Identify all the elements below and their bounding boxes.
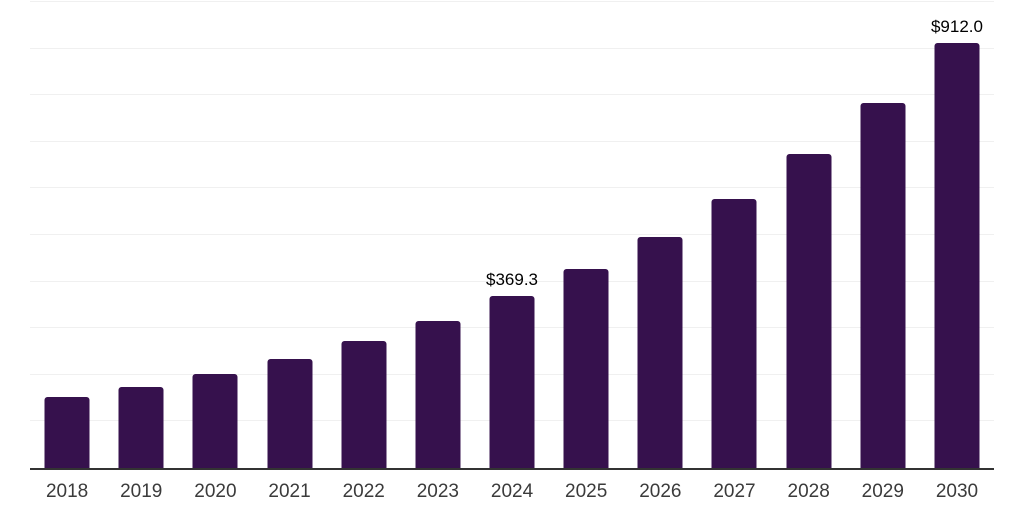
plot-area: $369.3 $912.0 <box>30 0 994 470</box>
bar-2023[interactable] <box>415 320 461 468</box>
x-axis-line <box>30 468 994 470</box>
gridline-600 <box>30 187 994 189</box>
bar-2030[interactable] <box>934 42 980 468</box>
x-tick-label-2022: 2022 <box>342 481 385 502</box>
bar-2018[interactable] <box>44 397 90 468</box>
gridline-400 <box>30 280 994 282</box>
bar-group-2018 <box>30 0 104 468</box>
bar-group-2024: $369.3 <box>475 0 549 468</box>
bar-group-2020 <box>178 0 252 468</box>
bar-2021[interactable] <box>267 359 313 468</box>
x-tick-label-2024: 2024 <box>490 481 534 502</box>
bar-2026[interactable] <box>637 236 683 468</box>
data-label-2024: $369.3 <box>486 269 539 289</box>
bar-2025[interactable] <box>563 268 609 468</box>
x-tick-label-2029: 2029 <box>861 481 904 502</box>
bar-2028[interactable] <box>786 153 832 468</box>
x-axis-tick-labels: 2018 2019 2020 2021 2022 2023 2024 2025 2026 2027… <box>30 481 994 503</box>
bar-group-2023 <box>401 0 475 468</box>
bar-2020[interactable] <box>192 373 238 468</box>
x-tick-label-2027: 2027 <box>713 481 756 502</box>
x-tick-label-2019: 2019 <box>120 481 163 502</box>
bar-group-2030: $912.0 <box>920 0 994 468</box>
gridline-900 <box>30 47 994 49</box>
bar-group-2019 <box>104 0 178 468</box>
gridline-800 <box>30 94 994 96</box>
bar-2029[interactable] <box>860 102 906 468</box>
bar-group-2029 <box>846 0 920 468</box>
bar-group-2022 <box>327 0 401 468</box>
x-tick-label-2020: 2020 <box>194 481 237 502</box>
gridline-500 <box>30 233 994 235</box>
bar-group-2026 <box>623 0 697 468</box>
bar-group-2027 <box>697 0 771 468</box>
bar-2024[interactable] <box>489 295 535 468</box>
data-label-2030: $912.0 <box>930 16 983 36</box>
x-tick-label-2025: 2025 <box>565 481 608 502</box>
bars-container: $369.3 $912.0 <box>30 0 994 468</box>
x-tick-label-2018: 2018 <box>45 481 89 502</box>
x-tick-label-2021: 2021 <box>268 481 311 502</box>
gridline-700 <box>30 140 994 142</box>
bar-group-2025 <box>549 0 623 468</box>
x-tick-label-2030: 2030 <box>935 481 979 502</box>
x-tick-label-2028: 2028 <box>787 481 830 502</box>
x-tick-label-2023: 2023 <box>416 481 459 502</box>
bar-2027[interactable] <box>711 198 757 468</box>
bar-group-2021 <box>252 0 326 468</box>
bar-2019[interactable] <box>118 386 164 468</box>
x-tick-label-2026: 2026 <box>639 481 682 502</box>
bar-2022[interactable] <box>341 341 387 468</box>
gridline-1000 <box>30 0 994 2</box>
bar-group-2028 <box>772 0 846 468</box>
